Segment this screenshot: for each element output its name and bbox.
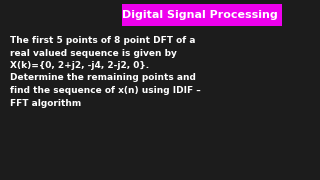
Text: Digital Signal Processing: Digital Signal Processing (122, 10, 278, 20)
FancyBboxPatch shape (122, 4, 282, 26)
Text: The first 5 points of 8 point DFT of a
real valued sequence is given by
X(k)={0,: The first 5 points of 8 point DFT of a r… (10, 36, 200, 107)
